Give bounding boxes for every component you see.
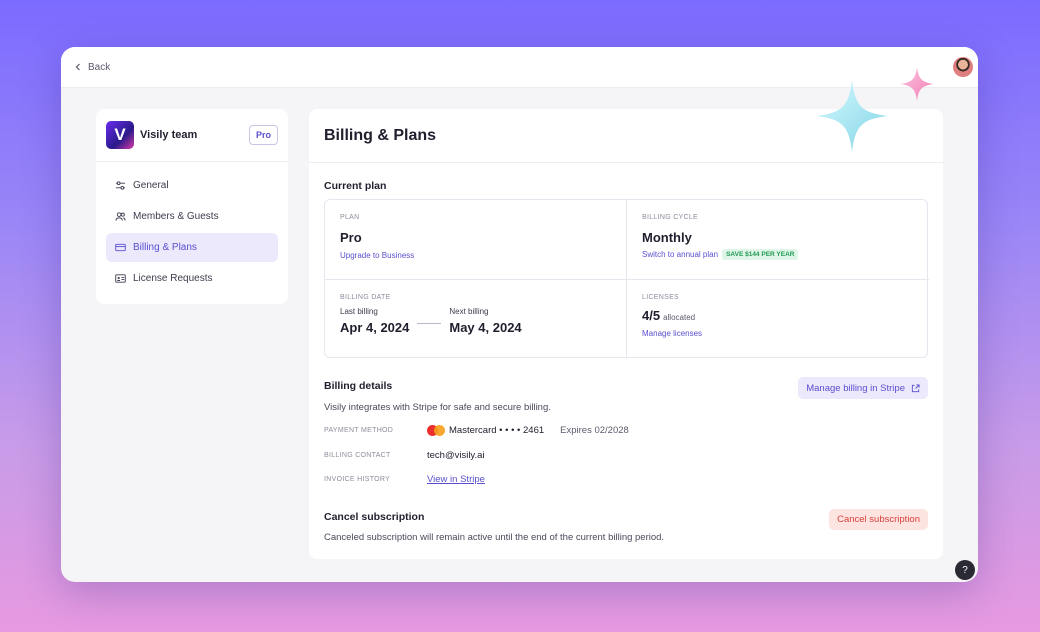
current-plan-card: PLAN Pro Upgrade to Business BILLING CYC… [324,199,929,358]
sidebar-item-general[interactable]: General [106,171,278,200]
billing-contact-value: tech@visily.ai [427,450,485,461]
billing-contact-row: BILLING CONTACT tech@visily.ai [324,450,485,461]
settings-nav: General Members & Guests Billing & Plans… [96,162,288,304]
team-name: Visily team [140,129,198,141]
chevron-left-icon [75,63,80,71]
sidebar-item-label: Members & Guests [133,211,219,222]
id-card-icon [115,274,126,283]
billing-date-caption: BILLING DATE [340,294,391,301]
team-logo: V [106,121,134,149]
view-in-stripe-link[interactable]: View in Stripe [427,474,485,485]
cycle-link-row: Switch to annual plan SAVE $144 PER YEAR [642,249,914,260]
team-logo-letter: V [114,125,126,144]
credit-card-icon [115,243,126,252]
billing-contact-key: BILLING CONTACT [324,452,391,459]
card-info: Mastercard • • • • 2461 [449,425,545,436]
billing-dates: Last billing Apr 4, 2024 Next billing Ma… [340,307,611,335]
plan-value: Pro [340,230,362,245]
manage-licenses-link[interactable]: Manage licenses [642,329,703,338]
cancel-subscription-heading: Cancel subscription [324,511,425,523]
payment-method-row: PAYMENT METHOD Mastercard • • • • 2461 E… [324,425,629,436]
licenses-value: 4/5 [642,308,661,323]
sidebar-item-label: License Requests [133,273,213,284]
switch-annual-link[interactable]: Switch to annual plan [642,250,719,259]
invoice-history-row: INVOICE HISTORY View in Stripe [324,474,485,485]
page-title: Billing & Plans [309,109,943,163]
billing-details-heading: Billing details [324,380,393,392]
manage-billing-stripe-button[interactable]: Manage billing in Stripe [798,377,928,399]
billing-details-description: Visily integrates with Stripe for safe a… [324,402,551,413]
sidebar-item-license-requests[interactable]: License Requests [106,264,278,293]
licenses-count: 4/5 allocated [642,308,914,323]
licenses-cell: LICENSES 4/5 allocated Manage licenses [626,279,929,358]
help-button[interactable]: ? [955,560,975,580]
sliders-icon [115,181,126,190]
sidebar-item-members[interactable]: Members & Guests [106,202,278,231]
last-billing-label: Last billing [340,307,378,316]
back-button[interactable]: Back [74,62,110,73]
stripe-button-label: Manage billing in Stripe [806,382,905,394]
next-billing: Next billing May 4, 2024 [449,307,521,335]
back-label: Back [88,61,111,73]
last-billing: Last billing Apr 4, 2024 [340,307,409,335]
billing-cycle-cell: BILLING CYCLE Monthly Switch to annual p… [626,200,929,279]
billing-date-cell: BILLING DATE Last billing Apr 4, 2024 Ne… [325,279,626,358]
settings-sidebar: V Visily team Pro General Members & Gues… [96,109,288,304]
billing-cycle-value: Monthly [642,230,692,245]
payment-method-key: PAYMENT METHOD [324,427,394,434]
licenses-caption: LICENSES [642,294,680,301]
sidebar-item-label: General [133,180,169,191]
current-plan-heading: Current plan [324,180,387,192]
save-badge: SAVE $144 PER YEAR [722,249,799,260]
billing-panel: Billing & Plans Current plan PLAN Pro Up… [309,109,943,559]
sidebar-item-billing[interactable]: Billing & Plans [106,233,278,262]
last-billing-value: Apr 4, 2024 [340,320,410,335]
external-link-icon [911,383,920,392]
mastercard-icon [427,425,445,436]
invoice-history-key: INVOICE HISTORY [324,476,391,483]
next-billing-label: Next billing [449,307,489,316]
sparkle-decoration-small [900,67,934,101]
arrow-icon [417,320,442,326]
next-billing-value: May 4, 2024 [449,320,522,335]
plan-caption: PLAN [340,214,360,221]
plan-cell: PLAN Pro Upgrade to Business [325,200,626,279]
licenses-suffix: allocated [663,313,696,322]
team-header: V Visily team Pro [96,109,288,162]
sparkle-decoration-large [816,80,888,152]
plan-badge: Pro [248,125,278,145]
users-icon [115,212,126,221]
sidebar-item-label: Billing & Plans [133,242,197,253]
upgrade-link[interactable]: Upgrade to Business [340,251,415,260]
app-window: Back V Visily team Pro General Members &… [61,47,978,582]
cancel-subscription-description: Canceled subscription will remain active… [324,532,665,543]
cancel-subscription-button[interactable]: Cancel subscription [829,509,928,530]
card-expiry: Expires 02/2028 [560,425,629,436]
top-bar: Back [61,47,978,88]
payment-method-value: Mastercard • • • • 2461 Expires 02/2028 [427,425,629,436]
avatar[interactable] [953,57,973,77]
billing-cycle-caption: BILLING CYCLE [642,214,699,221]
